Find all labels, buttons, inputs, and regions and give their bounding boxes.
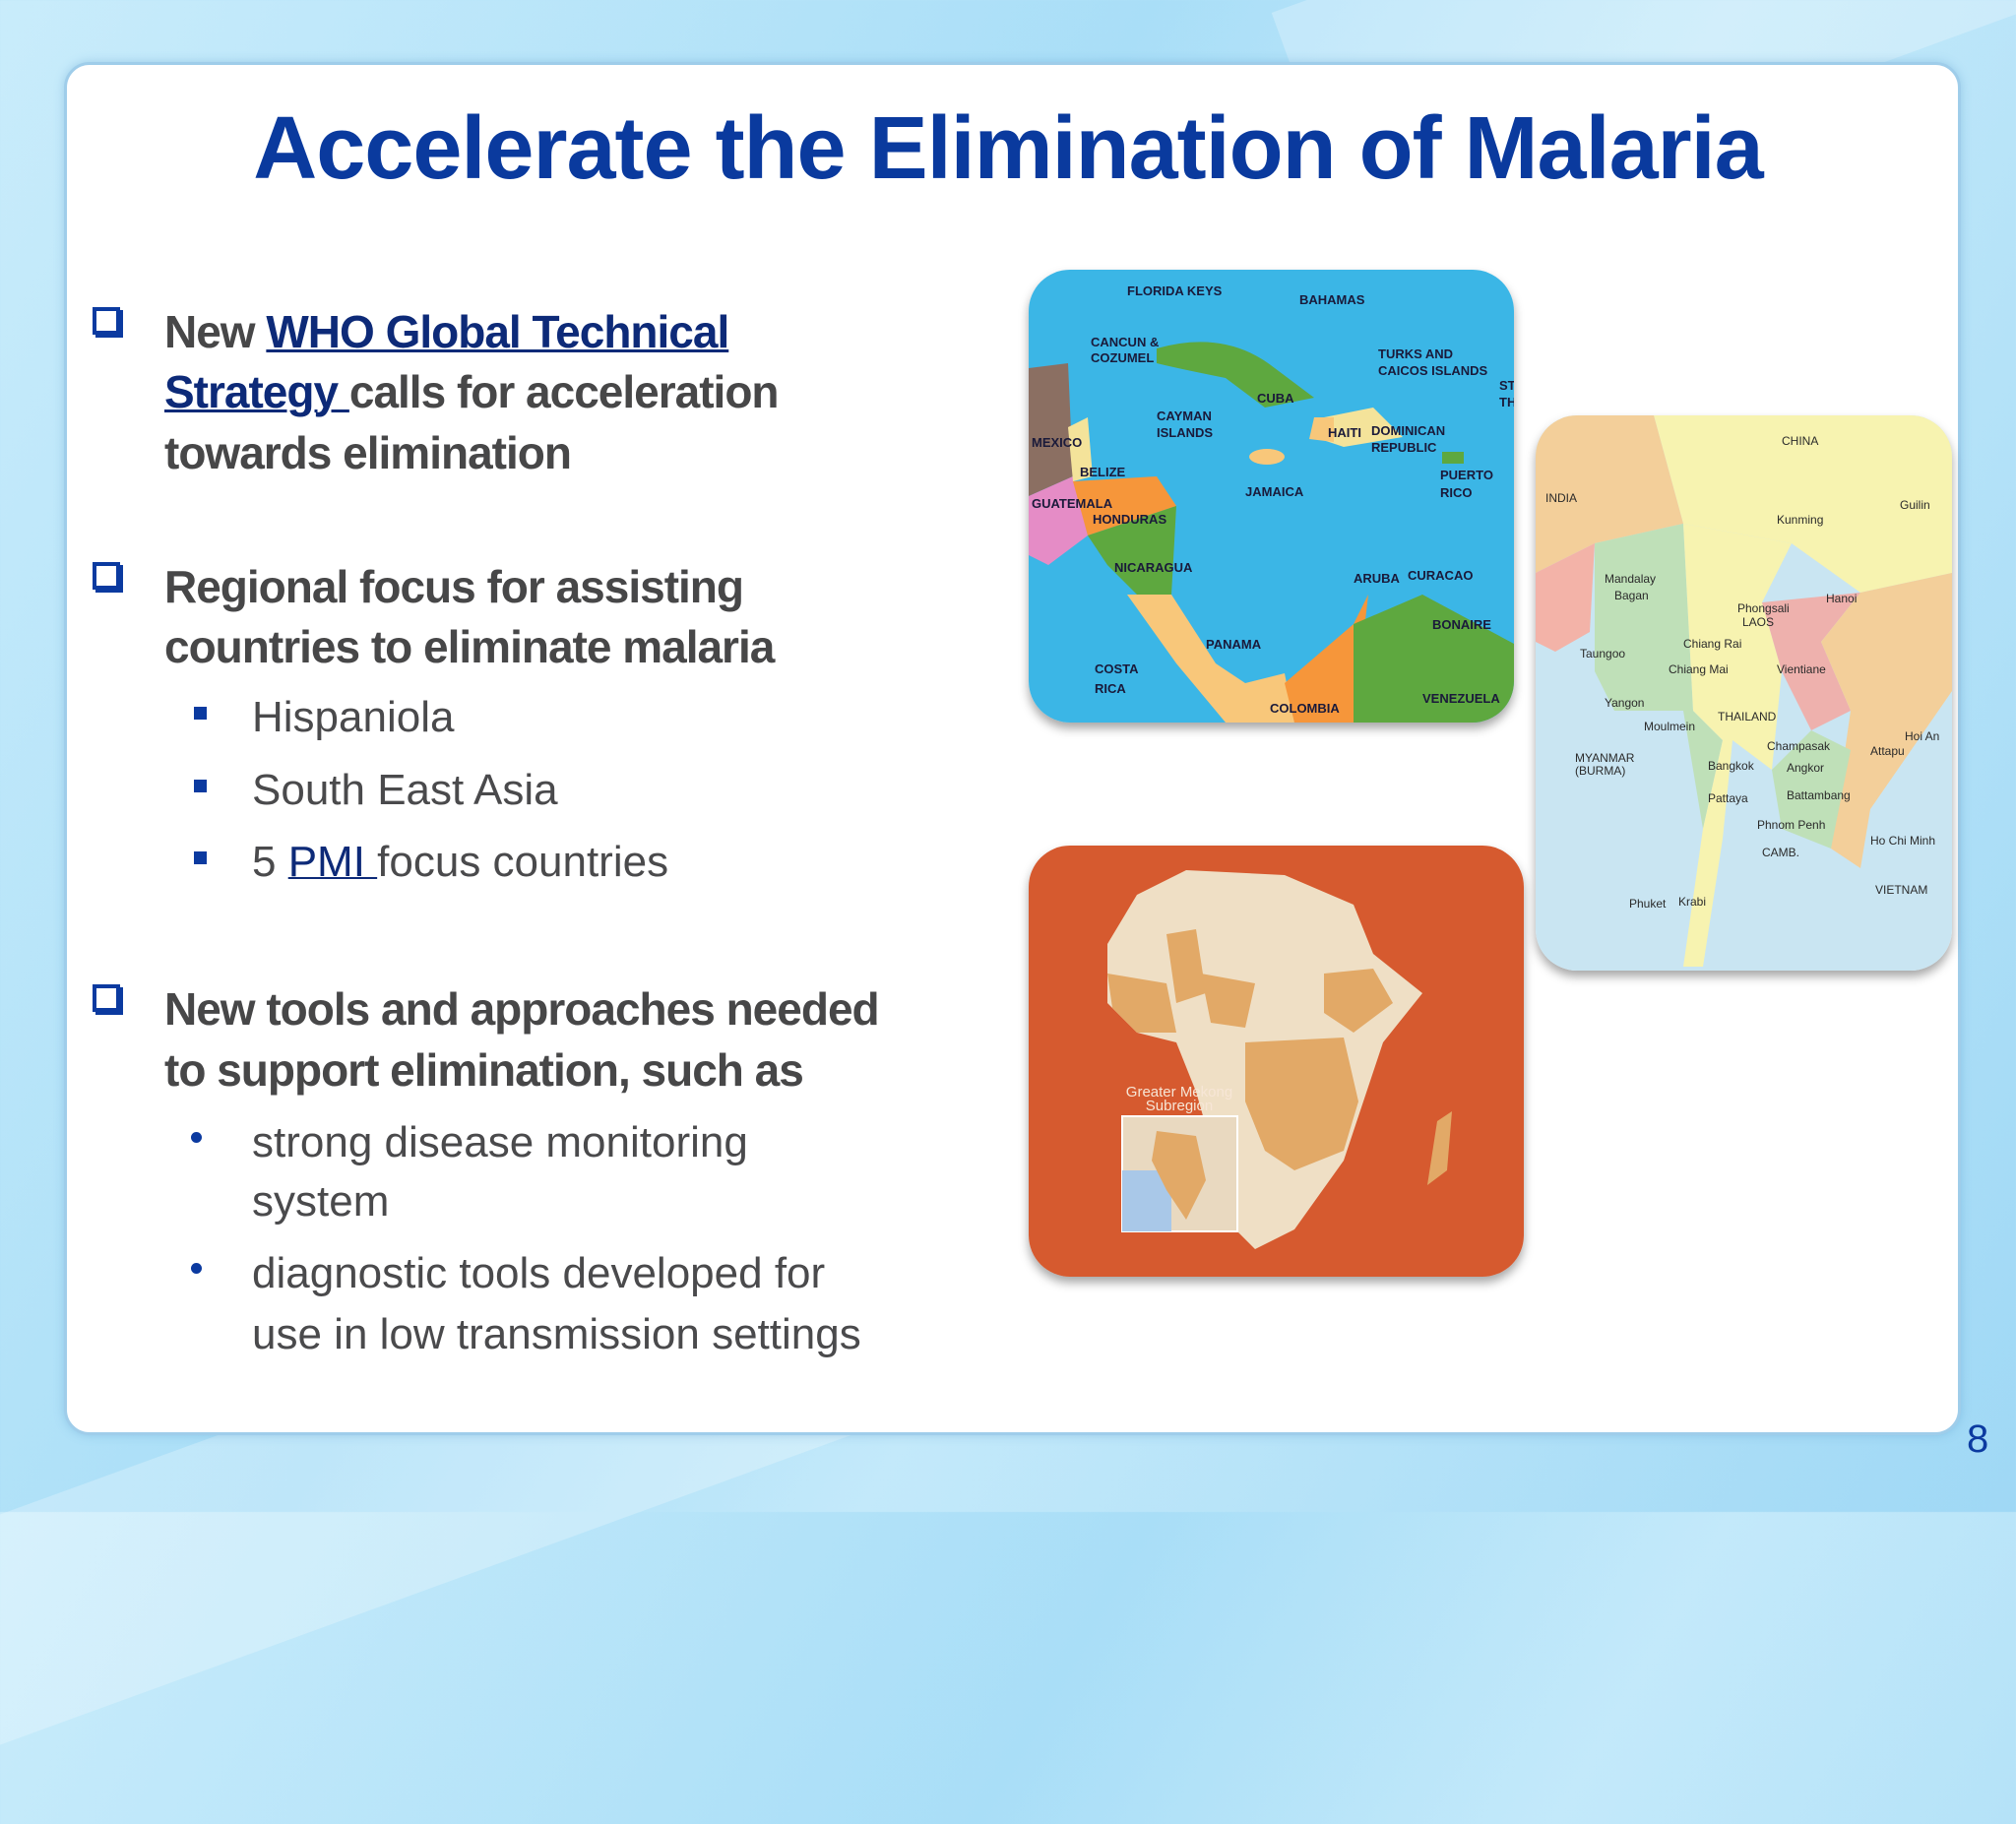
who-strategy-link[interactable]: Strategy: [164, 366, 349, 417]
bullet-1-line-3: towards elimination: [164, 427, 572, 478]
map-label: CHINA: [1782, 434, 1818, 448]
dot-bullet-icon: [191, 1263, 202, 1274]
map-label: RICA: [1095, 681, 1126, 696]
map-label: THAILAND: [1718, 710, 1777, 723]
map-label: Chiang Mai: [1669, 662, 1729, 676]
map-label: Bangkok: [1708, 759, 1755, 773]
map-label: NICARAGUA: [1114, 560, 1193, 575]
map-label: MYANMAR: [1575, 751, 1635, 765]
map-label: VENEZUELA: [1422, 691, 1500, 706]
who-strategy-link[interactable]: WHO Global Technical: [266, 306, 729, 357]
map-label: PANAMA: [1206, 637, 1262, 652]
map-label: Phnom Penh: [1757, 818, 1825, 832]
map-label: ARUBA: [1354, 571, 1401, 586]
map-label: Phuket: [1629, 897, 1667, 911]
bullet-2-line-2: countries to eliminate malaria: [164, 621, 775, 672]
southeast-asia-map-graphic: CHINA INDIA Guilin Kunming Mandalay Baga…: [1536, 415, 1952, 971]
map-label: Bagan: [1614, 589, 1649, 602]
bullet-1-line-1: New WHO Global Technical: [164, 306, 729, 357]
map-label: FLORIDA KEYS: [1127, 283, 1223, 298]
map-label: COSTA: [1095, 661, 1139, 676]
africa-map-graphic: Greater Mekong Subregion: [1029, 846, 1524, 1277]
sub-bullet-diagnostic-2: use in low transmission settings: [252, 1310, 861, 1358]
checkbox-bullet-icon: [93, 562, 120, 590]
map-label: GUATEMALA: [1032, 496, 1113, 511]
map-label: Ho Chi Minh: [1870, 834, 1935, 848]
bullet-3-line-1: New tools and approaches needed: [164, 983, 880, 1035]
map-label: CANCUN &: [1091, 335, 1159, 349]
map-label: Attapu: [1870, 744, 1905, 758]
map-label: REPUBLIC: [1371, 440, 1437, 455]
pmi-link[interactable]: PMI: [287, 838, 378, 886]
map-label: DOMINICAN: [1371, 423, 1445, 438]
sub-bullet-sea: South East Asia: [252, 766, 558, 814]
page-number: 8: [1967, 1417, 1989, 1461]
map-label: Champasak: [1767, 739, 1831, 753]
map-label: HONDURAS: [1093, 512, 1166, 527]
map-label: RICO: [1440, 485, 1473, 500]
map-label: INDIA: [1545, 491, 1577, 505]
map-label: Vientiane: [1777, 662, 1826, 676]
map-label: MEXICO: [1032, 435, 1082, 450]
square-bullet-icon: [194, 707, 207, 720]
checkbox-bullet-icon: [93, 307, 120, 335]
map-label: Hanoi: [1826, 592, 1857, 605]
southeast-asia-map: CHINA INDIA Guilin Kunming Mandalay Baga…: [1536, 415, 1952, 971]
caribbean-map: FLORIDA KEYS BAHAMAS CANCUN & COZUMEL TU…: [1029, 270, 1514, 723]
map-label: Battambang: [1787, 788, 1851, 802]
checkbox-bullet-icon: [93, 984, 120, 1012]
map-label: LAOS: [1742, 615, 1774, 629]
map-label: Guilin: [1900, 498, 1930, 512]
sub-bullet-pmi: 5 PMI focus countries: [252, 838, 669, 886]
map-label: TH: [1499, 395, 1514, 409]
map-label: CUBA: [1257, 391, 1294, 406]
map-label: COLOMBIA: [1270, 701, 1340, 716]
sub-bullet-monitoring-2: system: [252, 1177, 390, 1226]
map-label: Chiang Rai: [1683, 637, 1741, 651]
map-label: Kunming: [1777, 513, 1823, 527]
bullet-3-line-2: to support elimination, such as: [164, 1044, 804, 1096]
sub-bullet-diagnostic-1: diagnostic tools developed for: [252, 1249, 826, 1297]
map-label: BELIZE: [1080, 465, 1126, 479]
map-label: JAMAICA: [1245, 484, 1304, 499]
inset-label: Subregion: [1146, 1098, 1213, 1114]
map-label: Mandalay: [1605, 572, 1656, 586]
bullet-1-line-2: Strategy calls for acceleration: [164, 366, 780, 417]
map-label: Krabi: [1678, 895, 1706, 909]
map-label: VIETNAM: [1875, 883, 1927, 897]
map-label: Moulmein: [1644, 720, 1695, 733]
map-label: Phongsali: [1737, 601, 1790, 615]
map-label: (BURMA): [1575, 764, 1625, 778]
map-label: Pattaya: [1708, 791, 1748, 805]
map-label: Yangon: [1605, 696, 1644, 710]
slide-title: Accelerate the Elimination of Malaria: [253, 99, 1763, 198]
sub-bullet-monitoring-1: strong disease monitoring: [252, 1118, 748, 1166]
map-label: PUERTO: [1440, 468, 1493, 482]
dot-bullet-icon: [191, 1132, 202, 1143]
map-label: BONAIRE: [1432, 617, 1491, 632]
map-label: ST.: [1499, 378, 1514, 393]
map-label: Hoi An: [1905, 729, 1939, 743]
square-bullet-icon: [194, 780, 207, 792]
map-label: Angkor: [1787, 761, 1824, 775]
map-label: CAYMAN: [1157, 409, 1212, 423]
inset-label: Greater Mekong: [1126, 1084, 1232, 1101]
map-label: HAITI: [1328, 425, 1361, 440]
map-label: COZUMEL: [1091, 350, 1154, 365]
caribbean-map-graphic: FLORIDA KEYS BAHAMAS CANCUN & COZUMEL TU…: [1029, 270, 1514, 723]
sub-bullet-hispaniola: Hispaniola: [252, 693, 455, 741]
map-label: TURKS AND: [1378, 346, 1453, 361]
map-label: CAICOS ISLANDS: [1378, 363, 1488, 378]
bullet-2-line-1: Regional focus for assisting: [164, 561, 744, 612]
map-label: ISLANDS: [1157, 425, 1213, 440]
map-label: CAMB.: [1762, 846, 1799, 859]
square-bullet-icon: [194, 851, 207, 864]
map-label: BAHAMAS: [1299, 292, 1365, 307]
map-label: CURACAO: [1408, 568, 1473, 583]
map-label: Taungoo: [1580, 647, 1625, 660]
africa-map: Greater Mekong Subregion: [1029, 846, 1524, 1277]
